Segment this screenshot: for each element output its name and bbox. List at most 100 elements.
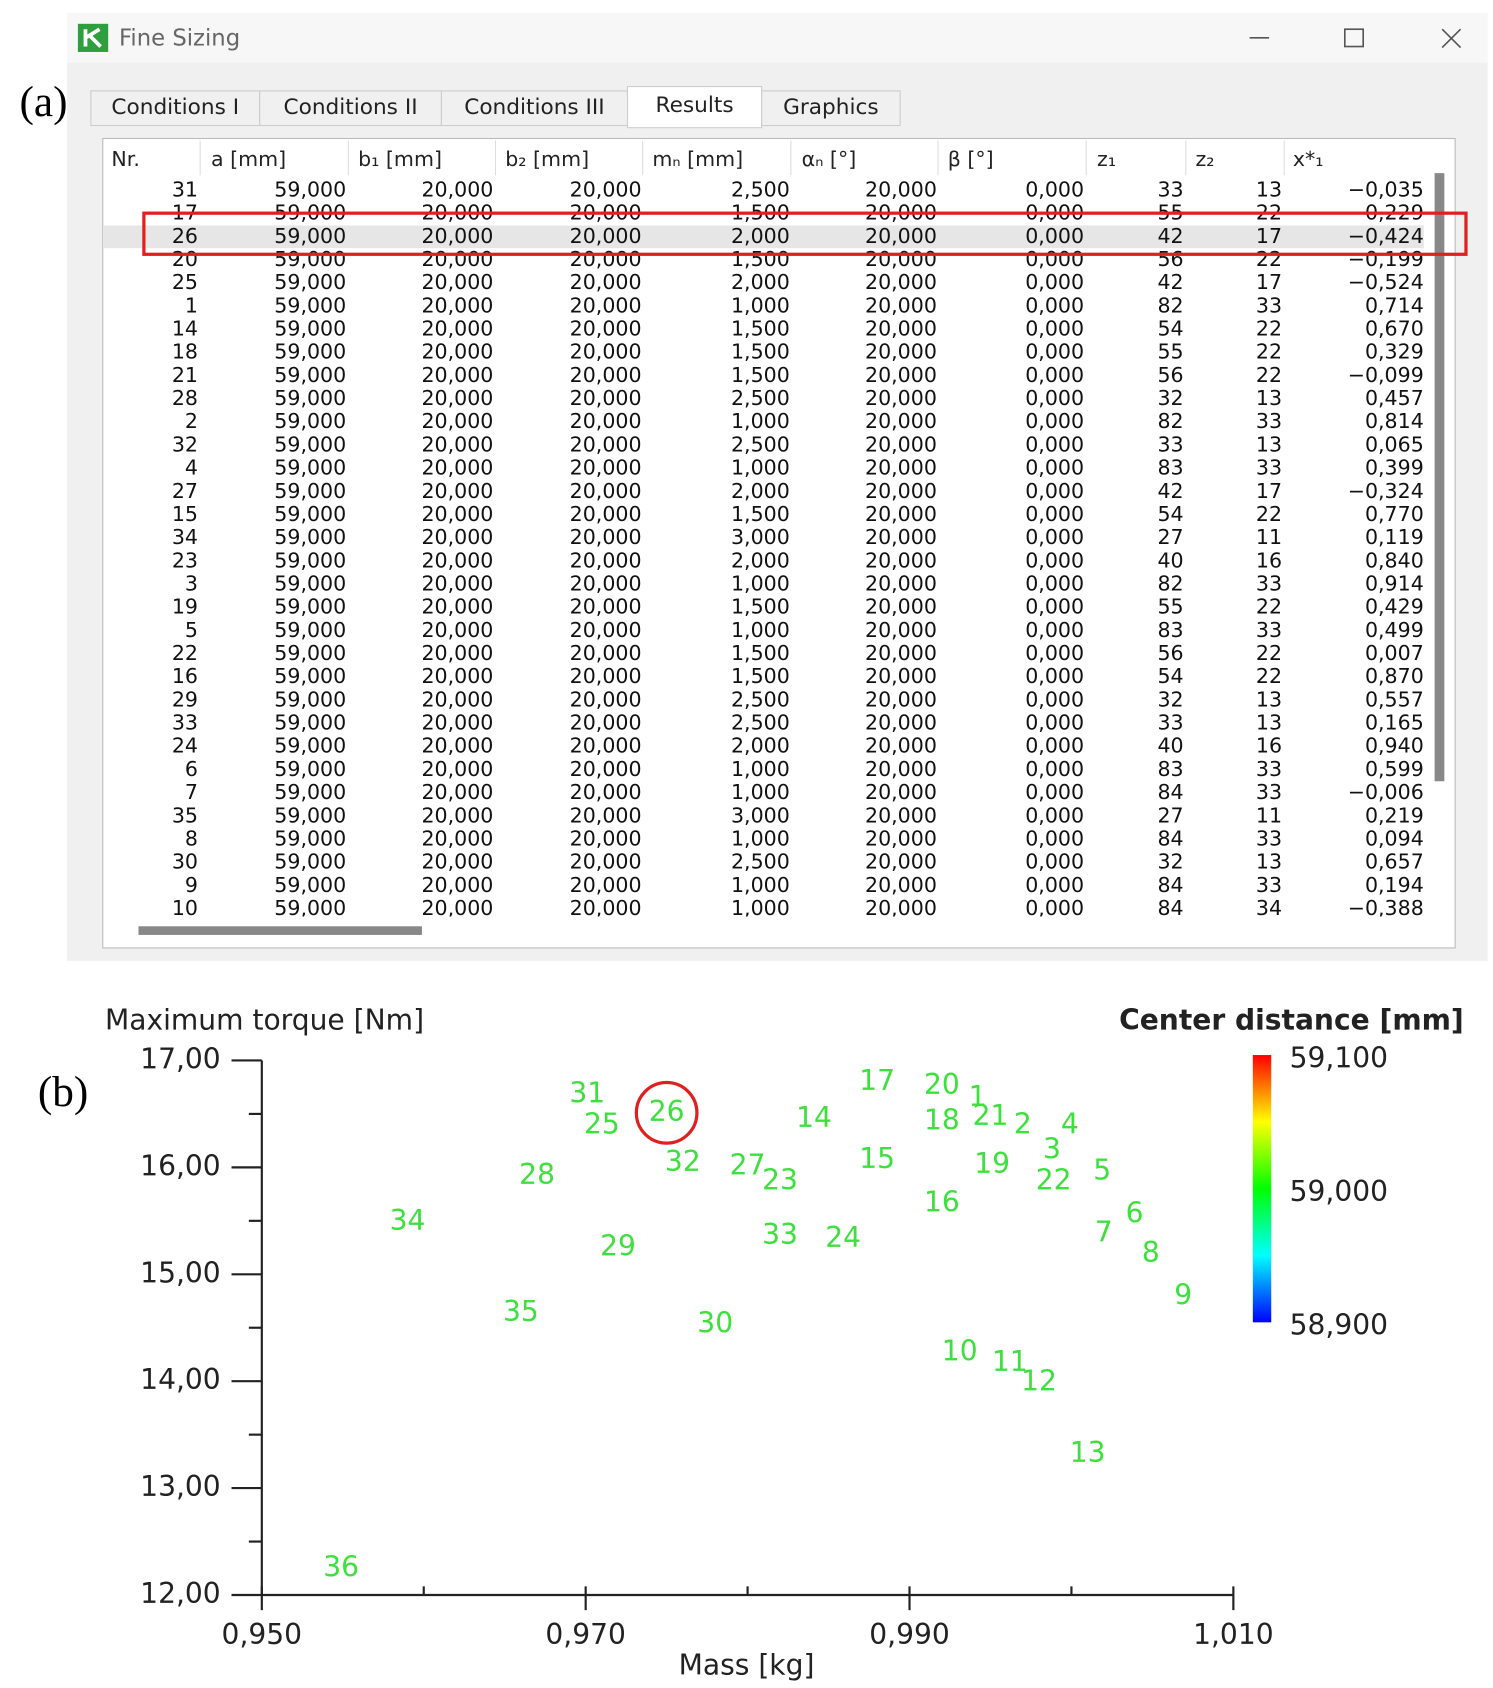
- table-cell: 17: [1256, 479, 1282, 503]
- horizontal-scrollbar[interactable]: [138, 926, 422, 935]
- table-cell: 13: [1256, 687, 1282, 711]
- table-cell: 0,000: [1025, 734, 1084, 758]
- table-cell: 56: [1157, 641, 1183, 665]
- y-tick-label: 14,00: [140, 1363, 221, 1396]
- table-cell: 20,000: [570, 803, 642, 827]
- y-tick-label: 16,00: [140, 1149, 221, 1182]
- table-cell: 0,000: [1025, 873, 1084, 897]
- table-cell: 0,770: [1365, 502, 1424, 526]
- table-cell: 0,000: [1025, 386, 1084, 410]
- table-cell: 0,940: [1365, 734, 1424, 758]
- table-cell: 54: [1157, 664, 1183, 688]
- table-cell: 32: [1157, 687, 1183, 711]
- table-cell: 59,000: [274, 502, 346, 526]
- table-cell: 20,000: [865, 247, 937, 271]
- point-label: 19: [974, 1147, 1010, 1180]
- column-header: a [mm]: [211, 147, 286, 171]
- table-cell: 6: [185, 757, 198, 781]
- table-cell: 0,119: [1365, 525, 1424, 549]
- table-cell: 59,000: [274, 780, 346, 804]
- table-cell: 20,000: [570, 595, 642, 619]
- close-button[interactable]: [1441, 28, 1462, 49]
- table-cell: 0,657: [1365, 850, 1424, 874]
- tab-label[interactable]: Graphics: [783, 95, 878, 120]
- point-label: 27: [730, 1148, 766, 1181]
- table-cell: 34: [1256, 896, 1282, 920]
- table-cell: 55: [1157, 595, 1183, 619]
- table-cell: 20,000: [865, 896, 937, 920]
- tab[interactable]: [626, 86, 763, 129]
- table-cell: 20,000: [570, 618, 642, 642]
- table-cell: 22: [1256, 317, 1282, 341]
- vertical-scrollbar[interactable]: [1434, 173, 1445, 782]
- table-cell: 0,399: [1365, 456, 1424, 480]
- tab-label[interactable]: Conditions I: [111, 95, 239, 120]
- table-cell: 84: [1157, 896, 1183, 920]
- table-cell: 1,500: [731, 641, 790, 665]
- table-cell: 0,194: [1365, 873, 1424, 897]
- table-cell: 59,000: [274, 641, 346, 665]
- table-cell: 0,065: [1365, 432, 1424, 456]
- table-cell: 20,000: [570, 873, 642, 897]
- table-cell: 1,500: [731, 247, 790, 271]
- table-cell: 20,000: [421, 734, 493, 758]
- table-cell: 1,000: [731, 571, 790, 595]
- tab[interactable]: [761, 90, 901, 127]
- point-label: 14: [796, 1101, 832, 1134]
- table-cell: 20,000: [421, 850, 493, 874]
- table-cell: 42: [1157, 479, 1183, 503]
- table-cell: 20,000: [865, 224, 937, 248]
- highlight-circle: [634, 1080, 699, 1145]
- table-cell: 20,000: [865, 363, 937, 387]
- x-tick-label: 0,950: [222, 1618, 303, 1651]
- table-cell: 20,000: [570, 270, 642, 294]
- maximize-button[interactable]: [1343, 28, 1365, 48]
- table-cell: 33: [1256, 571, 1282, 595]
- table-cell: 59,000: [274, 409, 346, 433]
- table-cell: 82: [1157, 571, 1183, 595]
- table-cell: 23: [172, 548, 198, 572]
- table-cell: 0,007: [1365, 641, 1424, 665]
- table-cell: 20,000: [421, 548, 493, 572]
- table-cell: 54: [1157, 502, 1183, 526]
- table-cell: 13: [1256, 432, 1282, 456]
- table-cell: 56: [1157, 247, 1183, 271]
- table-cell: 20,000: [421, 571, 493, 595]
- table-cell: 0,000: [1025, 850, 1084, 874]
- table-cell: 20,000: [421, 618, 493, 642]
- table-cell: 59,000: [274, 479, 346, 503]
- tab-label[interactable]: Conditions II: [283, 95, 417, 120]
- table-cell: 20: [172, 247, 198, 271]
- table-cell: 59,000: [274, 340, 346, 364]
- tab[interactable]: [440, 90, 629, 127]
- table-cell: 2,500: [731, 850, 790, 874]
- point-label: 23: [762, 1163, 798, 1196]
- table-cell: 30: [172, 850, 198, 874]
- point-label: 1: [969, 1080, 987, 1113]
- tab[interactable]: [259, 90, 442, 127]
- table-cell: 20,000: [421, 293, 493, 317]
- column-header: mₙ [mm]: [652, 147, 743, 171]
- tab[interactable]: [90, 90, 261, 127]
- table-cell: 18: [172, 340, 198, 364]
- table-cell: 0,000: [1025, 571, 1084, 595]
- tab-label[interactable]: Conditions III: [464, 95, 604, 120]
- point-label: 5: [1093, 1154, 1111, 1187]
- table-cell: 1,500: [731, 363, 790, 387]
- table-cell: 0,000: [1025, 340, 1084, 364]
- table-cell: 11: [1256, 525, 1282, 549]
- table-cell: 0,000: [1025, 270, 1084, 294]
- tab-label[interactable]: Results: [656, 93, 734, 118]
- table-cell: 20,000: [570, 780, 642, 804]
- table-cell: 20,000: [865, 409, 937, 433]
- table-cell: 59,000: [274, 873, 346, 897]
- table-cell: 1,000: [731, 293, 790, 317]
- table-cell: 56: [1157, 363, 1183, 387]
- table-cell: 1,000: [731, 409, 790, 433]
- table-cell: 17: [1256, 224, 1282, 248]
- table-cell: 22: [1256, 595, 1282, 619]
- table-cell: 20,000: [421, 224, 493, 248]
- table-cell: 22: [1256, 641, 1282, 665]
- table-cell: 20,000: [421, 177, 493, 201]
